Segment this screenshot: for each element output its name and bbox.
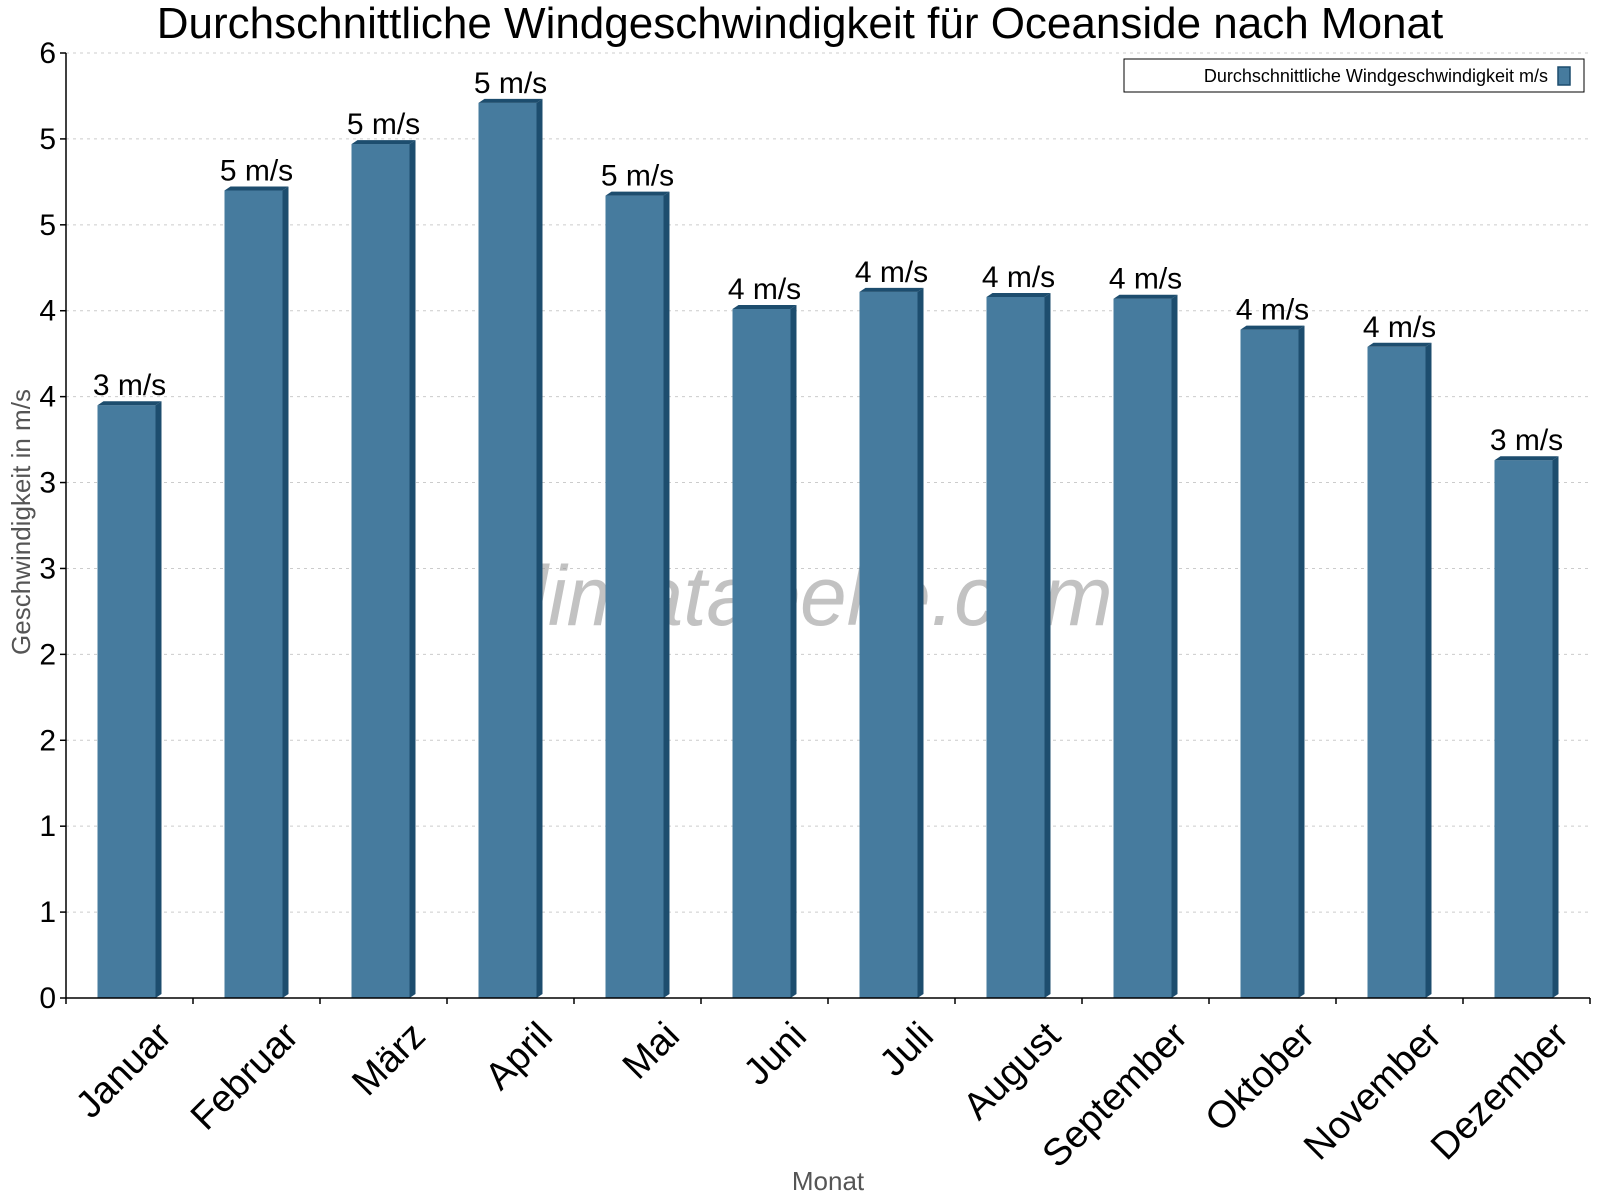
bar-side [790,305,797,998]
bar-top [732,305,797,310]
data-label: 4 m/s [1363,311,1436,344]
bar-front [478,102,537,998]
x-tick-label: Februar [183,1014,307,1138]
y-tick-label: 1 [39,896,56,929]
bar-front [986,296,1045,998]
bar-februar [224,186,289,999]
bar-august [986,292,1051,998]
x-tick-labels: Januar Februar März April Mai Juni Juli AugustS… [68,1014,1577,1175]
bar-front [1367,346,1426,998]
y-tick-label: 5 [39,209,56,242]
bar-top [1494,456,1559,461]
bar-front [351,144,410,999]
bar-juli [859,287,924,998]
bar-september [1113,294,1178,998]
data-label: 4 m/s [982,261,1055,294]
y-tick-label: 4 [39,295,56,328]
bar-side [282,186,289,999]
bar-top [97,401,162,406]
bar-side [1044,292,1051,998]
legend: Durchschnittliche Windgeschwindigkeit m/… [1123,58,1585,93]
data-label: 4 m/s [728,273,801,306]
bar-side [409,140,416,999]
bar-side [1171,294,1178,998]
x-tick-label: Januar [68,1014,180,1126]
x-tick-label: Dezember [1423,1014,1577,1168]
y-tick-label: 2 [39,724,56,757]
bar-top [859,287,924,292]
data-label: 3 m/s [93,369,166,402]
y-tick-label: 0 [39,982,56,1015]
bar-märz [351,140,416,999]
data-label: 3 m/s [1490,424,1563,457]
bar-side [663,191,670,999]
bar-april [478,98,543,998]
data-label: 4 m/s [855,256,928,289]
y-tick-label: 6 [39,37,56,70]
chart-title: Durchschnittliche Windgeschwindigkeit fü… [157,0,1443,48]
bar-front [1494,460,1553,998]
bar-front [97,405,156,998]
bar-side [1552,456,1559,998]
axes [60,52,1591,1004]
bar-top [351,140,416,145]
x-axis-title: Monat [792,1166,865,1196]
y-tick-labels: 0 1 1 2 2 3 3 4 4 5 5 6 [39,37,56,1015]
bar-top [224,186,289,191]
bar-top [1113,294,1178,299]
bar-mai [605,191,670,999]
data-labels: 3 m/s 5 m/s 5 m/s 5 m/s 5 m/s 4 m/s 4 m/s 4 m/s… [93,67,1563,457]
data-label: 4 m/s [1236,294,1309,327]
bar-side [155,401,162,998]
x-tick-label: August [956,1014,1070,1128]
bar-side [536,98,543,998]
grid-lines [66,52,1590,913]
data-label: 4 m/s [1109,263,1182,296]
y-tick-label: 5 [39,123,56,156]
bar-november [1367,342,1432,998]
data-label: 5 m/s [474,67,547,100]
legend-swatch [1557,66,1571,86]
y-tick-label: 1 [39,810,56,843]
y-tick-label: 3 [39,552,56,585]
x-tick-label: Juli [872,1015,942,1085]
bar-front [859,291,918,998]
x-tick-label: Mai [615,1015,688,1088]
data-label: 5 m/s [220,154,293,187]
legend-label: Durchschnittliche Windgeschwindigkeit m/… [1204,66,1548,86]
bar-januar [97,401,162,998]
y-tick-label: 2 [39,638,56,671]
bar-side [1425,342,1432,998]
bar-front [605,195,664,999]
y-tick-label: 4 [39,381,56,414]
data-label: 5 m/s [601,160,674,193]
y-tick-label: 3 [39,467,56,500]
bars [97,98,1559,999]
bar-dezember [1494,456,1559,998]
bar-top [605,191,670,196]
bar-juni [732,305,797,998]
x-tick-label: Juni [736,1015,815,1094]
bar-top [1240,325,1305,330]
bar-front [1240,329,1299,998]
bar-top [986,292,1051,297]
bar-front [732,309,791,998]
y-axis-title: Geschwindigkeit in m/s [6,389,36,655]
x-tick-label: März [344,1015,433,1104]
bar-front [1113,298,1172,998]
bar-front [224,190,283,999]
x-tick-label: November [1296,1014,1450,1168]
bar-top [1367,342,1432,347]
bar-oktober [1240,325,1305,998]
x-tick-label: April [477,1015,560,1098]
data-label: 5 m/s [347,108,420,141]
bar-side [917,287,924,998]
legend-box [1123,58,1585,93]
bar-side [1298,325,1305,998]
x-tick-label: Oktober [1198,1014,1324,1140]
bar-top [478,98,543,103]
